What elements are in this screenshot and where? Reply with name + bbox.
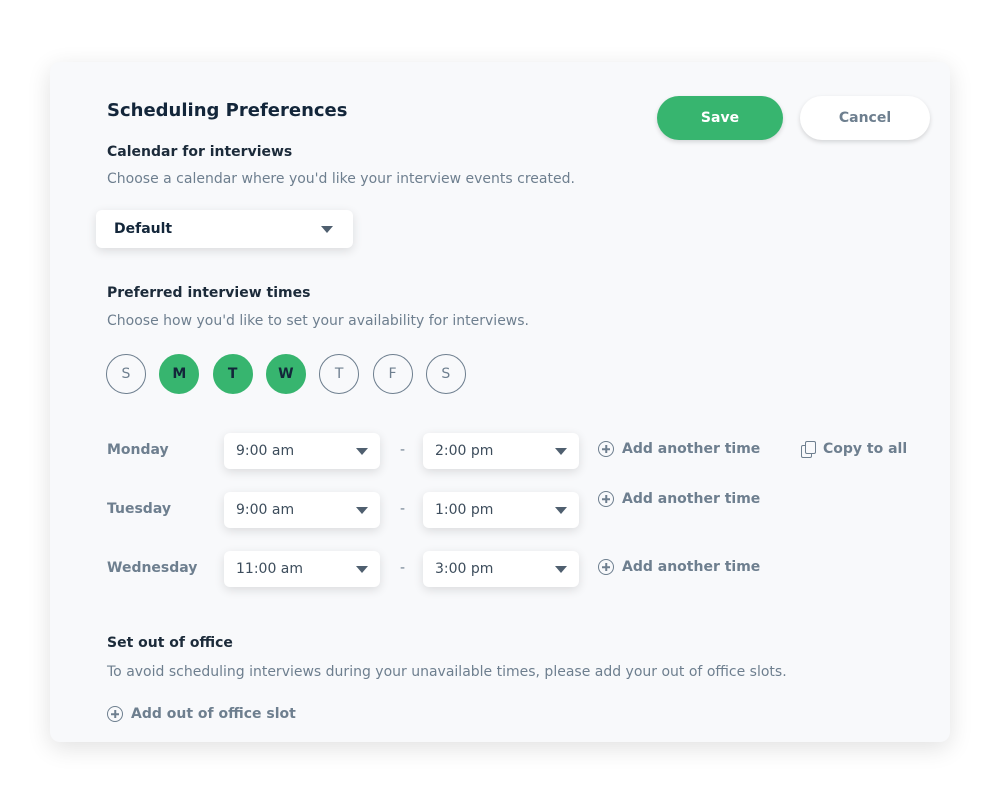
- calendar-select-value: Default: [114, 221, 173, 237]
- calendar-label: Calendar for interviews: [107, 144, 293, 160]
- out-of-office-label: Set out of office: [107, 635, 233, 651]
- calendar-description: Choose a calendar where you'd like your …: [107, 171, 575, 187]
- chevron-down-icon: [356, 565, 368, 573]
- times-label: Preferred interview times: [107, 285, 311, 301]
- start-time-value: 9:00 am: [236, 502, 295, 518]
- scheduling-preferences-card: Scheduling Preferences Save Cancel Calen…: [50, 62, 950, 742]
- add-another-time-label: Add another time: [622, 559, 761, 575]
- plus-circle-icon: [598, 441, 614, 457]
- cancel-button[interactable]: Cancel: [800, 96, 930, 140]
- day-toggle[interactable]: F: [372, 354, 413, 394]
- copy-to-all-button[interactable]: Copy to all: [801, 441, 908, 458]
- times-description: Choose how you'd like to set your availa…: [107, 313, 530, 329]
- chevron-down-icon: [555, 565, 567, 573]
- start-time-select[interactable]: 11:00 am: [224, 551, 380, 587]
- time-separator: -: [400, 560, 406, 576]
- chevron-down-icon: [555, 447, 567, 455]
- chevron-down-icon: [555, 506, 567, 514]
- end-time-select[interactable]: 3:00 pm: [423, 551, 579, 587]
- day-toggle[interactable]: T: [212, 354, 253, 394]
- page-title: Scheduling Preferences: [107, 100, 348, 121]
- out-of-office-description: To avoid scheduling interviews during yo…: [107, 664, 787, 680]
- time-separator: -: [400, 501, 406, 517]
- chevron-down-icon: [321, 225, 333, 233]
- start-time-select[interactable]: 9:00 am: [224, 492, 380, 528]
- save-button[interactable]: Save: [657, 96, 783, 140]
- row-day-label: Tuesday: [107, 501, 171, 517]
- row-day-label: Wednesday: [107, 560, 198, 576]
- start-time-value: 11:00 am: [236, 561, 304, 577]
- add-another-time-button[interactable]: Add another time: [598, 559, 760, 575]
- calendar-select[interactable]: Default: [96, 210, 353, 248]
- end-time-select[interactable]: 2:00 pm: [423, 433, 579, 469]
- end-time-value: 2:00 pm: [435, 443, 494, 459]
- add-another-time-label: Add another time: [622, 491, 761, 507]
- end-time-select[interactable]: 1:00 pm: [423, 492, 579, 528]
- plus-circle-icon: [598, 559, 614, 575]
- day-toggle[interactable]: W: [265, 354, 306, 394]
- plus-circle-icon: [598, 491, 614, 507]
- end-time-value: 1:00 pm: [435, 502, 494, 518]
- start-time-value: 9:00 am: [236, 443, 295, 459]
- plus-circle-icon: [107, 706, 123, 722]
- copy-to-all-label: Copy to all: [823, 441, 908, 457]
- time-separator: -: [400, 442, 406, 458]
- day-toggle[interactable]: S: [106, 354, 146, 394]
- copy-icon: [801, 441, 816, 458]
- row-day-label: Monday: [107, 442, 169, 458]
- chevron-down-icon: [356, 447, 368, 455]
- add-another-time-button[interactable]: Add another time: [598, 441, 760, 457]
- day-toggle[interactable]: S: [425, 354, 466, 394]
- day-toggle[interactable]: M: [159, 354, 200, 394]
- end-time-value: 3:00 pm: [435, 561, 494, 577]
- add-another-time-button[interactable]: Add another time: [598, 491, 760, 507]
- add-another-time-label: Add another time: [622, 441, 761, 457]
- add-out-of-office-button[interactable]: Add out of office slot: [107, 706, 296, 722]
- add-out-of-office-label: Add out of office slot: [131, 706, 296, 722]
- day-toggle[interactable]: T: [319, 354, 360, 394]
- start-time-select[interactable]: 9:00 am: [224, 433, 380, 469]
- chevron-down-icon: [356, 506, 368, 514]
